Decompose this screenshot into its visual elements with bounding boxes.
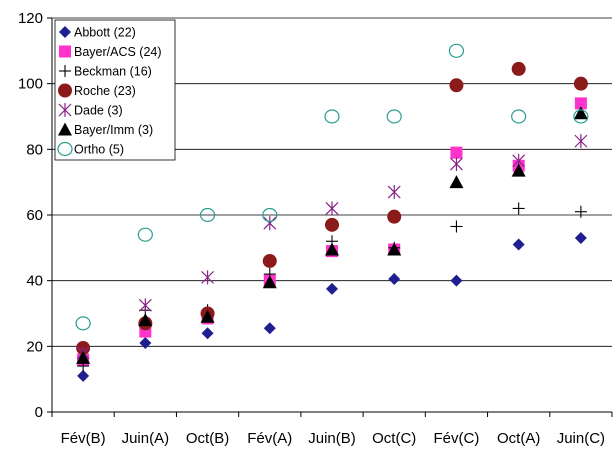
point-ring [75, 316, 91, 331]
point-circle [262, 253, 277, 268]
point-ring [448, 43, 465, 58]
point-triangle [449, 175, 464, 189]
point-diamond [512, 238, 525, 251]
point-asterisk [138, 298, 152, 313]
x-tick-label: Fév(B) [61, 430, 106, 447]
data-points [75, 43, 589, 382]
point-asterisk [387, 185, 401, 200]
point-ring [262, 207, 278, 223]
point-asterisk [263, 216, 277, 231]
y-tick-label: 120 [18, 10, 43, 27]
y-tick-label: 60 [26, 207, 43, 224]
point-diamond [139, 337, 152, 350]
x-tick-label: Juin(A) [122, 430, 170, 447]
legend: Abbott (22) Bayer/ACS (24) Beckman (16) Roc… [54, 19, 176, 161]
point-triangle [573, 106, 588, 120]
point-diamond [388, 273, 401, 286]
legend-entry: Ortho (5) [74, 143, 124, 157]
y-tick-label: 20 [26, 338, 43, 355]
point-circle [449, 78, 464, 93]
point-asterisk [574, 134, 588, 149]
point-circle [325, 217, 339, 232]
legend-entry: Beckman (16) [74, 65, 152, 79]
legend-marker [59, 26, 71, 38]
legend-marker [58, 122, 72, 136]
x-tick-label: Fév(C) [434, 430, 480, 447]
point-ring [386, 109, 402, 124]
point-asterisk [201, 270, 214, 285]
legend-marker [58, 103, 72, 117]
legend-entry: Bayer/ACS (24) [74, 45, 162, 59]
point-diamond [201, 327, 214, 340]
y-axis-ticks: 0 20 40 60 80 100 120 [18, 10, 52, 421]
point-plus [574, 205, 587, 218]
legend-box [54, 19, 176, 161]
legend-entry: Dade (3) [74, 104, 123, 118]
legend-marker [59, 65, 71, 77]
x-tick-label: Oct(C) [372, 430, 416, 447]
x-tick-label: Juin(C) [557, 430, 605, 447]
y-tick-label: 80 [26, 141, 43, 158]
legend-marker [59, 45, 71, 58]
point-diamond [263, 322, 276, 335]
x-tick-label: Fév(A) [247, 430, 292, 447]
legend-entry: Roche (23) [74, 84, 136, 98]
point-diamond [450, 274, 463, 287]
point-plus [450, 220, 463, 233]
point-diamond [77, 369, 90, 382]
point-circle [511, 61, 526, 76]
x-tick-label: Juin(B) [308, 430, 356, 447]
point-triangle [200, 309, 215, 323]
point-ring [573, 109, 589, 124]
point-triangle [387, 242, 402, 256]
x-tick-label: Oct(A) [497, 430, 540, 447]
point-diamond [326, 282, 338, 295]
point-ring [511, 109, 527, 124]
x-tick-label: Oct(B) [186, 430, 229, 447]
point-square [574, 97, 587, 110]
point-triangle [76, 350, 91, 364]
legend-marker [57, 141, 73, 157]
point-asterisk [325, 201, 339, 216]
point-triangle [511, 163, 526, 177]
point-square [450, 146, 463, 159]
point-diamond [574, 231, 587, 244]
point-triangle [138, 313, 153, 327]
legend-entry: Bayer/Imm (3) [74, 123, 153, 137]
point-ring [137, 227, 153, 242]
y-tick-label: 100 [18, 76, 43, 93]
point-circle [387, 209, 402, 224]
point-triangle [325, 242, 339, 256]
x-axis-ticks: Fév(B) Juin(A) Oct(B) Fév(A) Juin(B) Oct(C) Fé… [51, 412, 613, 447]
legend-entry: Abbott (22) [74, 26, 136, 40]
point-asterisk [450, 157, 463, 172]
point-ring [199, 207, 216, 223]
y-tick-label: 0 [35, 404, 43, 421]
point-triangle [262, 275, 277, 289]
point-ring [324, 109, 340, 124]
legend-marker [58, 83, 72, 98]
y-tick-label: 40 [26, 273, 43, 290]
point-circle [573, 76, 588, 91]
point-plus [512, 202, 525, 215]
